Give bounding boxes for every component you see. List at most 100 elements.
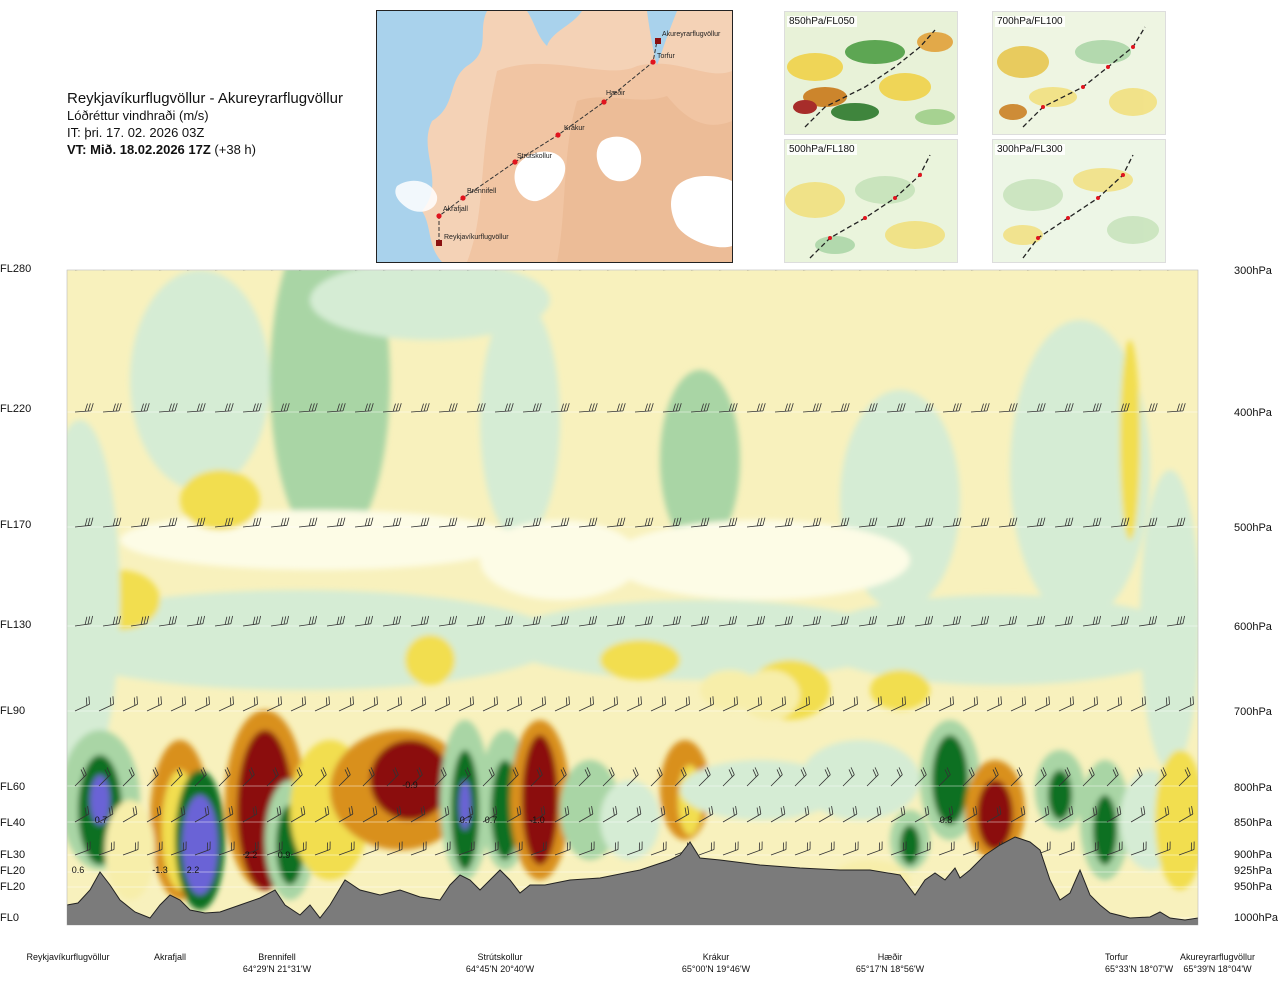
velocity-region [182,795,218,895]
wind-barb [362,767,375,787]
velocity-region [120,510,520,570]
velocity-region [370,740,450,820]
wind-barb [746,517,766,528]
loc-haedir: Hæðir 65°17'N 18°56'W [840,951,940,975]
wind-barb [718,403,738,413]
wind-barb [1130,806,1146,823]
wind-barb [1026,615,1046,627]
wind-barb [1178,806,1194,823]
fl-tick-fl20a: FL20 [0,865,26,877]
wind-barb [338,696,354,712]
wind-barb [650,806,666,823]
velocity-region [870,670,930,710]
fl-tick-fl90: FL90 [0,705,26,717]
wind-barb [607,270,610,271]
velocity-region [90,775,110,825]
wind-barb [530,841,547,856]
wind-barb [270,517,290,528]
wind-barb [1054,403,1074,413]
wind-barb [218,696,234,712]
wind-barb [579,270,582,271]
wind-barb [1082,615,1102,627]
wind-barb [98,806,114,823]
wind-barb [1106,767,1119,787]
map-label-krakur: Krákur [564,125,585,132]
velocity-region [740,670,800,720]
fl-tick-fl220: FL220 [0,403,32,415]
wind-barb [890,806,906,823]
issue-time: IT: þri. 17. 02. 2026 03Z [67,125,205,140]
wind-barb [290,806,306,823]
loc-reykjavik-name: Reykjavíkurflugvöllur [26,952,110,962]
lead-time: (+38 h) [214,142,256,157]
wind-barb [410,403,430,413]
thumb-300hpa[interactable]: 300hPa/FL300 [992,139,1166,263]
wind-barb [999,270,1002,271]
wind-barb [438,517,458,528]
wind-barb [674,806,690,823]
wind-barb [1083,270,1086,271]
pa-tick-300: 300hPa [1234,265,1272,277]
wind-barb [530,806,546,823]
wind-barb [634,615,654,627]
wind-barb [858,403,878,413]
wind-barb [602,806,618,823]
wind-barb [214,517,234,528]
wind-barb [914,806,930,823]
loc-torfur-coord: 65°33'N 18°07'W [1105,964,1174,974]
wind-barb [482,806,498,823]
pa-tick-500: 500hPa [1234,522,1272,534]
velocity-region [405,635,455,685]
thumb-700hpa[interactable]: 700hPa/FL100 [992,11,1166,135]
wind-barb [578,806,594,823]
wind-barb [818,841,835,856]
wind-barb [718,517,738,528]
wind-barb [482,696,498,712]
wind-barb [411,270,414,271]
wind-barb [606,615,626,627]
wind-barb [243,270,246,271]
pa-tick-1000: 1000hPa [1234,912,1279,924]
wind-barb [1166,517,1186,528]
wind-barb [1167,270,1170,271]
wind-barb [794,841,811,856]
velocity-region [180,470,260,530]
wind-barb [962,806,978,823]
thumb-300hpa-svg [993,140,1165,262]
thumb-500hpa[interactable]: 500hPa/FL180 [784,139,958,263]
wind-barb [242,696,258,712]
wind-barb [146,696,162,712]
loc-haedir-coord: 65°17'N 18°56'W [855,964,925,974]
wind-barb [215,270,218,271]
wind-barb [410,615,430,627]
wind-barb [218,806,234,823]
thumb-850hpa[interactable]: 850hPa/FL050 [784,11,958,135]
pa-tick-700: 700hPa [1234,706,1272,718]
wind-barb [327,270,330,271]
wind-barb [1034,767,1047,787]
wind-barb [986,767,999,787]
wind-barb [1138,403,1158,413]
wind-barb [1058,767,1071,787]
wind-barb [458,841,475,856]
wind-barb [170,696,186,712]
velocity-region [600,640,680,680]
wind-barb [1058,841,1075,856]
route-map-svg: Akureyrarflugvöllur Torfur Hæðir Krákur … [377,11,732,262]
wind-barb [970,517,990,528]
wind-barb [506,806,522,823]
wind-barb [690,517,710,528]
wind-barb [1082,806,1098,823]
wind-barb [818,767,831,787]
wind-barb [914,696,930,712]
wind-barb [722,841,739,856]
wind-barb [194,841,211,856]
value-label: 0.7 [460,815,473,825]
wind-barb [130,517,150,528]
value-label: -1.3 [152,865,168,875]
wind-barb [270,403,290,413]
wind-barb [698,767,711,787]
loc-akrafjall-name: Akrafjall [153,952,186,962]
wind-barb [1130,841,1147,856]
fl-tick-fl280: FL280 [0,263,32,275]
